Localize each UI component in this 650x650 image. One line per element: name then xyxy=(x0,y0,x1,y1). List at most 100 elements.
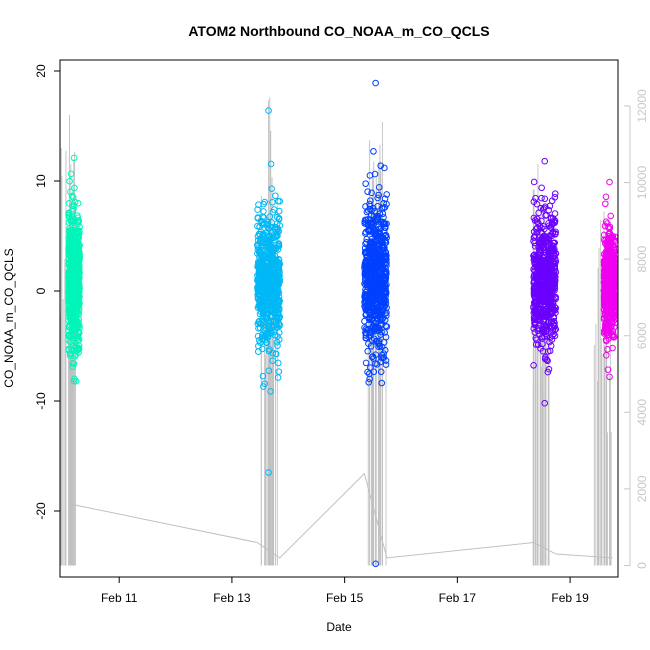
data-point xyxy=(67,350,74,358)
data-point xyxy=(370,368,378,376)
data-point xyxy=(381,316,389,324)
data-point xyxy=(611,281,618,289)
data-point xyxy=(369,307,377,315)
data-point xyxy=(65,332,72,339)
data-point-min xyxy=(541,399,549,407)
data-point xyxy=(368,257,376,265)
data-point xyxy=(551,239,558,247)
data-point xyxy=(378,253,385,261)
data-point xyxy=(261,306,268,313)
data-point xyxy=(382,239,390,246)
data-point xyxy=(539,280,546,287)
data-point xyxy=(274,359,282,367)
data-point xyxy=(382,249,389,257)
altitude-trace xyxy=(59,97,613,566)
data-point xyxy=(375,223,382,231)
series-5 xyxy=(600,178,619,381)
data-point xyxy=(268,291,276,299)
data-point xyxy=(366,273,374,280)
altitude-baseline xyxy=(71,472,613,559)
data-point xyxy=(367,256,375,264)
data-point xyxy=(604,284,612,291)
data-point xyxy=(266,213,274,220)
series-2 xyxy=(254,107,284,476)
data-point xyxy=(609,304,616,312)
data-point xyxy=(372,295,380,302)
data-point xyxy=(76,223,83,231)
data-point xyxy=(606,223,614,231)
data-point xyxy=(269,199,276,206)
data-point xyxy=(371,290,378,298)
data-point xyxy=(259,259,266,266)
data-point xyxy=(254,320,262,328)
data-point xyxy=(268,265,276,273)
y2-tick-label: 0 xyxy=(635,562,649,569)
y2-tick-label: 6000 xyxy=(635,322,649,349)
data-point xyxy=(362,329,369,336)
data-point xyxy=(534,253,541,261)
data-point xyxy=(537,317,544,325)
data-point xyxy=(381,299,388,306)
data-point xyxy=(546,347,554,355)
data-point xyxy=(375,232,383,240)
data-point xyxy=(601,312,609,320)
y-tick-label: -10 xyxy=(34,392,48,410)
data-point xyxy=(265,284,272,292)
data-point xyxy=(547,309,554,317)
data-point xyxy=(374,194,381,202)
data-point xyxy=(375,343,382,351)
data-point xyxy=(372,249,380,257)
data-point xyxy=(275,336,283,343)
data-point xyxy=(383,220,390,228)
data-point xyxy=(70,214,77,221)
data-point xyxy=(260,291,268,298)
data-point xyxy=(552,295,559,303)
data-point xyxy=(602,218,610,226)
x-tick-label: Feb 19 xyxy=(551,591,589,605)
data-point xyxy=(362,359,370,367)
data-point xyxy=(362,180,369,187)
y2-axis: 0 2000 4000 6000 8000 10000 12000 xyxy=(624,89,649,569)
data-point xyxy=(267,229,275,236)
data-point xyxy=(71,254,79,262)
y2-tick-label: 8000 xyxy=(635,245,649,272)
data-point xyxy=(546,274,554,281)
data-point-max xyxy=(606,178,613,186)
data-point xyxy=(604,346,611,353)
data-point xyxy=(69,238,77,246)
data-point xyxy=(361,290,369,298)
data-point xyxy=(548,282,555,290)
data-point xyxy=(381,195,389,203)
data-point xyxy=(273,220,281,227)
data-point xyxy=(530,292,538,299)
data-point xyxy=(377,268,385,276)
data-point xyxy=(68,250,76,257)
data-point xyxy=(537,239,544,247)
series-3 xyxy=(361,79,391,568)
data-point xyxy=(368,220,376,227)
data-point xyxy=(75,241,83,249)
data-point xyxy=(366,247,374,255)
data-point xyxy=(536,298,543,305)
data-point xyxy=(361,293,368,300)
data-point xyxy=(69,268,77,275)
series-1 xyxy=(65,154,83,385)
data-point xyxy=(609,294,617,302)
data-point xyxy=(551,263,558,271)
data-point xyxy=(365,379,373,386)
data-point xyxy=(542,212,549,219)
data-point xyxy=(75,349,82,356)
y2-tick-label: 12000 xyxy=(635,89,649,123)
data-point xyxy=(65,327,72,335)
data-point-max xyxy=(372,79,379,87)
data-point xyxy=(549,228,557,236)
data-point xyxy=(550,322,557,329)
data-point-max xyxy=(265,107,272,114)
data-point xyxy=(259,239,266,246)
data-point xyxy=(603,326,611,334)
data-point xyxy=(366,172,374,179)
data-point xyxy=(65,346,72,354)
data-point xyxy=(602,336,610,344)
data-point xyxy=(377,162,385,170)
data-point xyxy=(608,332,616,340)
